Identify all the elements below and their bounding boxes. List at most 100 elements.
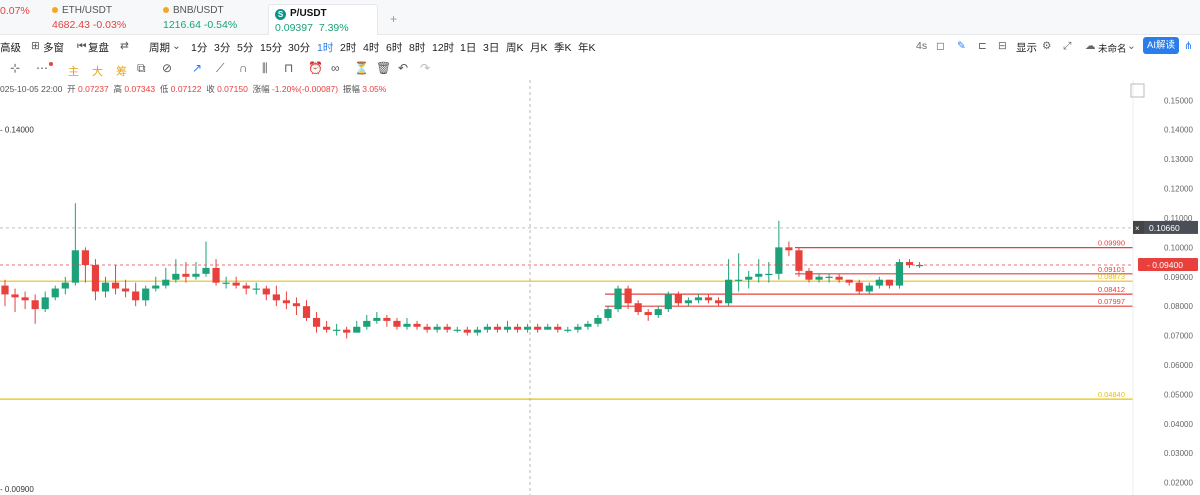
fullscreen-icon[interactable]: ⤢ [1063, 40, 1072, 52]
interval-15[interactable]: 季K [554, 42, 572, 54]
period-button[interactable]: 周期 [149, 42, 170, 54]
tab-p-usdt[interactable]: S P/USDT 0.09397 7.39% [268, 4, 378, 35]
layout-name-button[interactable]: 未命名 [1098, 44, 1127, 55]
candle-body [865, 285, 873, 292]
interval-3[interactable]: 15分 [260, 42, 283, 54]
interval-9[interactable]: 8时 [409, 42, 426, 54]
candle-body [323, 326, 331, 330]
interval-5[interactable]: 1时 [317, 42, 334, 54]
interval-10[interactable]: 12时 [432, 42, 455, 54]
candle-body [674, 294, 682, 304]
trash-icon[interactable]: 🗑 [376, 61, 392, 75]
candle-body [192, 273, 200, 277]
crosshair-close-box[interactable] [1133, 220, 1144, 234]
candle-body [413, 323, 421, 327]
advanced-button[interactable]: 高级 [0, 42, 21, 54]
tab-eth[interactable]: ETH/USDT 4682.43 -0.03% [52, 4, 162, 35]
candle-body [21, 297, 29, 301]
level-label: 0.07997 [1098, 297, 1125, 306]
ai-analysis-button[interactable]: AI解读 [1143, 37, 1179, 54]
current-price-tag [1138, 258, 1198, 271]
candle-body [845, 279, 853, 283]
tab-change: 0.07% [0, 5, 30, 17]
redo-icon[interactable]: ↷ [420, 61, 431, 75]
level-label: 0.04840 [1098, 390, 1125, 399]
expand-icon[interactable] [1130, 83, 1145, 98]
link-icon[interactable]: ∞ [331, 61, 340, 75]
ohlc-info: 025-10-05 22:00 开 0.07237 高 0.07343 低 0.… [0, 83, 386, 95]
candle-body [443, 326, 451, 330]
candle-body [745, 276, 753, 280]
candle-body [503, 326, 512, 330]
camera-icon[interactable]: ◻ [936, 40, 945, 52]
more-icon[interactable]: ⋯ [36, 61, 48, 75]
current-price-label: - 0.09400 [1147, 260, 1183, 270]
crosshair-close-icon[interactable]: × [1135, 224, 1140, 233]
level-label: 0.08412 [1098, 285, 1125, 294]
candle-body [142, 288, 150, 301]
magnet-icon[interactable]: ∩ [239, 61, 248, 75]
candle-body [644, 312, 652, 315]
indicator-icon[interactable]: ⊘ [162, 61, 173, 75]
undo-icon[interactable]: ↶ [398, 61, 409, 75]
multi-window-button[interactable]: 多窗 [43, 42, 64, 54]
interval-14[interactable]: 月K [530, 42, 548, 54]
interval-4[interactable]: 30分 [288, 42, 311, 54]
add-tab-icon[interactable]: + [390, 12, 398, 26]
candle-body [101, 282, 110, 292]
candle-icon[interactable]: ⫼ [262, 61, 268, 75]
interval-6[interactable]: 2时 [340, 42, 357, 54]
candle-body [664, 294, 672, 310]
lock-icon[interactable]: ⊓ [284, 61, 294, 75]
compare-icon[interactable]: ⇄ [120, 40, 129, 52]
interval-2[interactable]: 5分 [237, 42, 254, 54]
interval-12[interactable]: 3日 [483, 42, 500, 54]
big-order-button[interactable]: 大 [92, 66, 103, 78]
main-indicator-button[interactable]: 主 [68, 66, 79, 78]
draw-line-icon[interactable]: ↗ [192, 61, 203, 75]
candle-body [534, 326, 542, 330]
interval-1[interactable]: 3分 [214, 42, 231, 54]
interval-7[interactable]: 4时 [363, 42, 380, 54]
y-tick-label: 0.06000 [1164, 361, 1193, 370]
candle-body [242, 285, 250, 289]
interval-11[interactable]: 1日 [460, 42, 477, 54]
chevron-down-icon[interactable]: ⌄ [1127, 40, 1136, 52]
layout-icon[interactable]: ⊏ [978, 40, 987, 52]
alarm-icon[interactable]: ⏰ [308, 61, 323, 75]
candle-time: 025-10-05 22:00 [0, 84, 63, 94]
chevron-down-icon[interactable]: ⌄ [172, 40, 181, 52]
crosshair-cursor-icon[interactable]: ⊹ [10, 61, 21, 75]
edit-icon[interactable]: ✎ [957, 40, 966, 52]
y-tick-label: 0.10000 [1164, 243, 1193, 252]
y-tick-label: 0.13000 [1164, 155, 1193, 164]
candle-body [815, 276, 823, 280]
share-icon[interactable]: ⋔ [1184, 40, 1193, 52]
interval-0[interactable]: 1分 [191, 42, 208, 54]
compare-icon[interactable]: ⧉ [137, 61, 146, 75]
candle-body [91, 265, 100, 292]
interval-13[interactable]: 周K [506, 42, 524, 54]
chip-button[interactable]: 筹 [116, 66, 127, 78]
candle-body [835, 276, 843, 280]
tab-price: 1216.64 [163, 19, 201, 31]
candle-body [714, 300, 723, 304]
display-button[interactable]: 显示 [1016, 42, 1037, 54]
amplitude-value: 3.05% [362, 84, 387, 94]
interval-16[interactable]: 年K [578, 42, 596, 54]
candle-body [584, 323, 592, 327]
candle-body [604, 309, 612, 318]
refresh-rate: 4s [916, 40, 928, 52]
ruler-icon[interactable]: ⟋ [216, 61, 225, 75]
interval-8[interactable]: 6时 [386, 42, 403, 54]
split-icon[interactable]: ⊟ [998, 40, 1007, 52]
tab-symbol-0[interactable]: 0.07% [0, 4, 60, 35]
filter-icon[interactable]: ⏳ [354, 61, 369, 75]
p-coin-icon: S [275, 9, 286, 20]
candle-body [81, 250, 89, 265]
tab-bnb[interactable]: BNB/USDT 1216.64 -0.54% [163, 4, 273, 35]
low-value: 0.07122 [170, 84, 202, 94]
settings-gear-icon[interactable]: ⚙ [1042, 40, 1052, 52]
replay-button[interactable]: 复盘 [88, 42, 109, 54]
